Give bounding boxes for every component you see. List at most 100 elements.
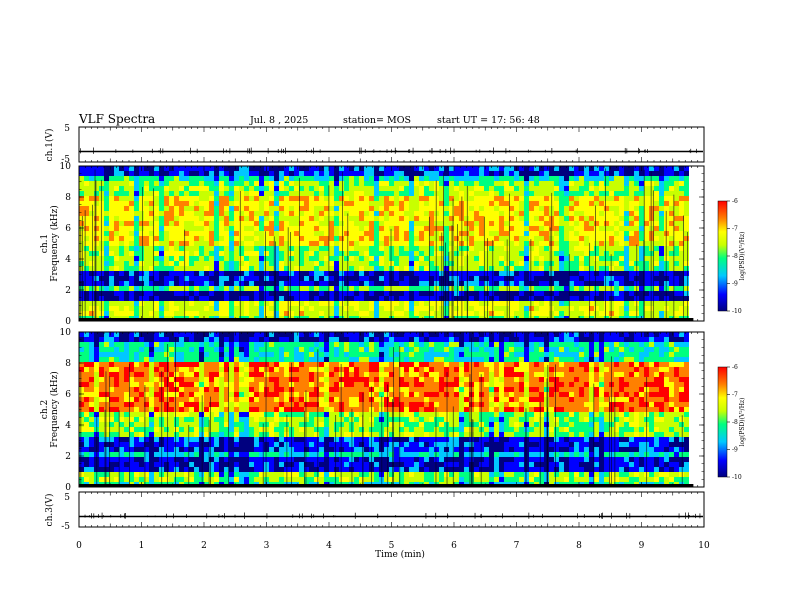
spectrogram-cell [474, 256, 479, 261]
spectrogram-cell [104, 236, 109, 241]
spectrogram-cell [549, 181, 554, 186]
spectrogram-cell [174, 332, 179, 337]
spectrogram-cell [584, 191, 589, 196]
spectrogram-cell [299, 231, 304, 236]
spectrogram-cell [139, 181, 144, 186]
spectrogram-cell [84, 342, 89, 347]
spectrogram-cell [639, 286, 644, 291]
spectrogram-cell [674, 211, 679, 216]
spectrogram-cell [414, 246, 419, 251]
spectrogram-cell [214, 216, 219, 221]
spectrogram-cell [454, 256, 459, 261]
spectrogram-cell [339, 206, 344, 211]
spectrogram-cell [544, 246, 549, 251]
spectrogram-cell [599, 246, 604, 251]
spectrogram-cell [394, 306, 399, 311]
spectrogram-cell [254, 261, 259, 266]
spectrogram-cell [304, 266, 309, 271]
spectrogram-cell [444, 301, 449, 306]
spectrogram-cell [349, 251, 354, 256]
spectrogram-cell [564, 216, 569, 221]
spectrogram-cell [134, 432, 139, 437]
spectrogram-cell [194, 246, 199, 251]
spectrogram-cell [484, 301, 489, 306]
spectrogram-cell [449, 196, 454, 201]
spectrogram-cell [414, 296, 419, 301]
spectrogram-cell [124, 261, 129, 266]
spectrogram-cell [584, 211, 589, 216]
spectrogram-cell [84, 442, 89, 447]
spectrogram-cell [589, 311, 594, 316]
spectrogram-cell [539, 276, 544, 281]
spectrogram-cell [79, 206, 84, 211]
spectrogram-cell [204, 196, 209, 201]
spectrogram-cell [579, 166, 584, 171]
spectrogram-cell [454, 221, 459, 226]
spectrogram-cell [104, 251, 109, 256]
spectrogram-cell [239, 306, 244, 311]
spectrogram-cell [289, 211, 294, 216]
spectrogram-cell [609, 211, 614, 216]
spectrogram-cell [429, 266, 434, 271]
spectrogram-cell [234, 181, 239, 186]
spectrogram-cell [224, 246, 229, 251]
spectrogram-cell [599, 276, 604, 281]
spectrogram-cell [129, 231, 134, 236]
spectrogram-cell [299, 301, 304, 306]
spectrogram-cell [199, 171, 204, 176]
spectrogram-cell [454, 251, 459, 256]
spectrogram-cell [174, 266, 179, 271]
spectrogram-cell [379, 276, 384, 281]
spectrogram-cell [644, 276, 649, 281]
spectrogram-cell [214, 261, 219, 266]
spectrogram-cell [659, 241, 664, 246]
spectrogram-cell [684, 286, 689, 291]
spectrogram-cell [224, 226, 229, 231]
spectrogram-cell [234, 286, 239, 291]
spectrogram-cell [374, 306, 379, 311]
spectrogram-cell [494, 216, 499, 221]
spectrogram-cell [154, 362, 159, 367]
spectrogram-cell [484, 226, 489, 231]
spectrogram-cell [84, 477, 89, 482]
spectrogram-cell [79, 276, 84, 281]
spectrogram-cell [499, 301, 504, 306]
spectrogram-cell [354, 246, 359, 251]
spectrogram-cell [569, 261, 574, 266]
spectrogram-cell [144, 191, 149, 196]
spectrogram-cell [184, 171, 189, 176]
spectrogram-cell [349, 281, 354, 286]
spectrogram-cell [154, 447, 159, 452]
spectrogram-cell [344, 276, 349, 281]
spectrogram-cell [634, 226, 639, 231]
spectrogram-cell [359, 286, 364, 291]
spectrogram-cell [554, 281, 559, 286]
spectrogram-cell [109, 271, 114, 276]
spectrogram-cell [379, 256, 384, 261]
spectrogram-cell [129, 447, 134, 452]
spectrogram-cell [494, 171, 499, 176]
spectrogram-cell [149, 256, 154, 261]
spectrogram-cell [434, 166, 439, 171]
spectrogram-cell [94, 196, 99, 201]
spectrogram-cell [464, 216, 469, 221]
spectrogram-cell [149, 261, 154, 266]
spectrogram-cell [449, 201, 454, 206]
spectrogram-cell [464, 171, 469, 176]
spectrogram-cell [79, 377, 84, 382]
spectrogram-cell [424, 276, 429, 281]
spectrogram-cell [569, 206, 574, 211]
spectrogram-cell [274, 216, 279, 221]
spectrogram-cell [454, 181, 459, 186]
spectrogram-cell [674, 221, 679, 226]
spectrogram-cell [129, 266, 134, 271]
spectrogram-cell [419, 301, 424, 306]
spectrogram-cell [84, 412, 89, 417]
spectrogram-cell [359, 201, 364, 206]
spectrogram-cell [634, 166, 639, 171]
spectrogram-cell [524, 206, 529, 211]
spectrogram-cell [504, 286, 509, 291]
spectrogram-cell [419, 251, 424, 256]
spectrogram-cell [424, 166, 429, 171]
spectrogram-cell [114, 407, 119, 412]
